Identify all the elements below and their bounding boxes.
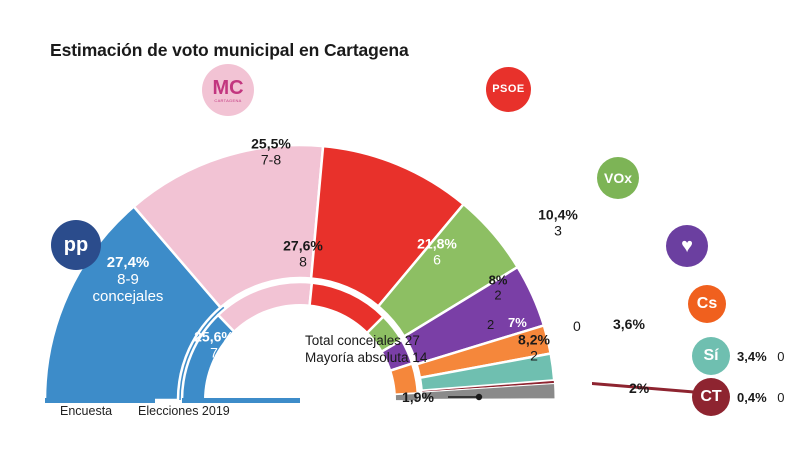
arc-otros-encuesta[interactable] [421,382,556,400]
center-note-line2: Mayoría absoluta 14 [305,349,428,365]
label-cs-2019: 8,2% 2 [518,332,550,363]
label-psoe-2019: 21,8% 6 [417,236,457,267]
mc-logo-sub: CARTAGENA [214,97,242,103]
outer-ring [43,143,556,402]
side-row-si-seats: 0 [777,349,785,364]
label-cs-2019-pct: 8,2% [518,331,550,348]
vox-logo-text: VOx [603,170,632,186]
arc-pp-encuesta[interactable] [43,204,223,402]
label-otros-tag: OTROS [578,386,613,396]
label-psoe-2019-seats: 6 [433,251,441,267]
label-pp-2019-pct: 25,6% [194,328,234,345]
center-hole [204,304,396,449]
side-row-ct-seats: 0 [777,390,785,405]
label-mc-2019-seats: 8 [299,253,307,269]
label-cs-2019-seats: 2 [530,347,538,363]
ct-logo-text: CT [700,388,722,405]
cs-logo-icon: Cs [688,285,726,323]
mc-logo-text: MC [212,76,244,99]
label-mc-encuesta-seats: 7-8 [260,151,282,167]
label-vox-encuesta-pct: 10,4% [538,206,578,223]
pp-logo-text: pp [63,234,89,256]
label-podemos-encuesta-seats: 2 [600,273,608,289]
label-psoe-encuesta-pct: 19,3% [442,139,482,156]
podemos-logo-icon: ♥ [666,225,708,267]
psoe-logo-text: PSOE [492,83,525,95]
label-otros-2019-pct: 2% [629,380,650,396]
ct-marker [592,382,700,394]
label-pp-2019: 25,6% 7 [194,329,234,360]
label-pp-encuesta-pct: 27,4% [106,253,150,271]
label-cs-encuesta: 3,6% [613,316,645,333]
label-vox-2019-seats: 2 [494,287,502,302]
side-row-ct: 0,4% 0 [737,390,785,405]
pointer-dot [475,393,483,401]
label-pointer-1-9: 1,9% [402,389,434,406]
cs-logo-text: Cs [696,295,718,312]
label-otros-2019: 2% [629,380,650,397]
psoe-logo-icon: PSOE [486,67,531,112]
ct-logo-icon: CT [692,378,730,416]
label-cs-encuesta-seats-wrap: 0 [573,318,581,335]
label-pp-encuesta-seats: 8-9 [117,270,139,288]
side-row-si: 3,4% 0 [737,349,785,364]
label-podemos-2019: 7% [508,315,527,331]
label-vox-2019-pct: 8% [488,272,508,288]
center-note-line1: Total concejales 27 [305,333,420,348]
label-mc-encuesta-pct: 25,5% [251,135,291,152]
label-vox-encuesta-seats: 3 [554,222,562,238]
label-pp-encuesta-note: concejales [92,287,164,305]
label-vox-encuesta: 10,4% 3 [538,207,578,238]
mc-logo-icon: MC CARTAGENA [202,64,254,116]
label-pp-encuesta: 27,4% 8-9 concejales [92,253,164,305]
label-psoe-encuesta: 19,3% 6 [442,140,482,171]
label-cs-encuesta-pct: 3,6% [613,316,645,332]
label-pp-2019-seats: 7 [210,344,218,360]
label-mc-encuesta: 25,5% 7-8 [251,136,291,167]
center-note: Total concejales 27 Mayoría absoluta 14 [305,333,427,367]
arc-mc-encuesta[interactable] [132,143,325,310]
label-podemos-2019-pct: 7% [508,315,527,330]
podemos-logo-heart-icon: ♥ [681,235,693,257]
baseline-inner [182,398,300,403]
si-logo-text: Sí [703,347,719,364]
pp-logo-icon: pp [51,220,101,270]
label-mc-2019-pct: 27,6% [283,237,323,254]
label-psoe-encuesta-seats: 6 [458,155,466,171]
side-row-ct-pct: 0,4% [737,390,767,405]
label-vox-2019: 8% 2 [489,273,508,302]
label-podemos-2019-seats-wrap: 2 [487,317,495,333]
label-podemos-encuesta: 8,0% 2 [588,258,620,289]
axis-label-elecciones: Elecciones 2019 [138,404,230,418]
vox-logo-icon: VOx [597,157,639,199]
label-psoe-2019-pct: 21,8% [417,235,457,252]
label-podemos-2019-seats: 2 [487,317,495,332]
label-pointer-pct: 1,9% [402,389,434,405]
label-mc-2019: 27,6% 8 [283,238,323,269]
page-title: Estimación de voto municipal en Cartagen… [50,40,409,60]
label-cs-encuesta-seats: 0 [573,318,581,334]
side-row-si-pct: 3,4% [737,349,767,364]
axis-label-encuesta: Encuesta [60,404,113,418]
baseline-outer [45,398,155,403]
si-logo-icon: Sí [692,337,730,375]
label-podemos-encuesta-pct: 8,0% [588,257,620,274]
